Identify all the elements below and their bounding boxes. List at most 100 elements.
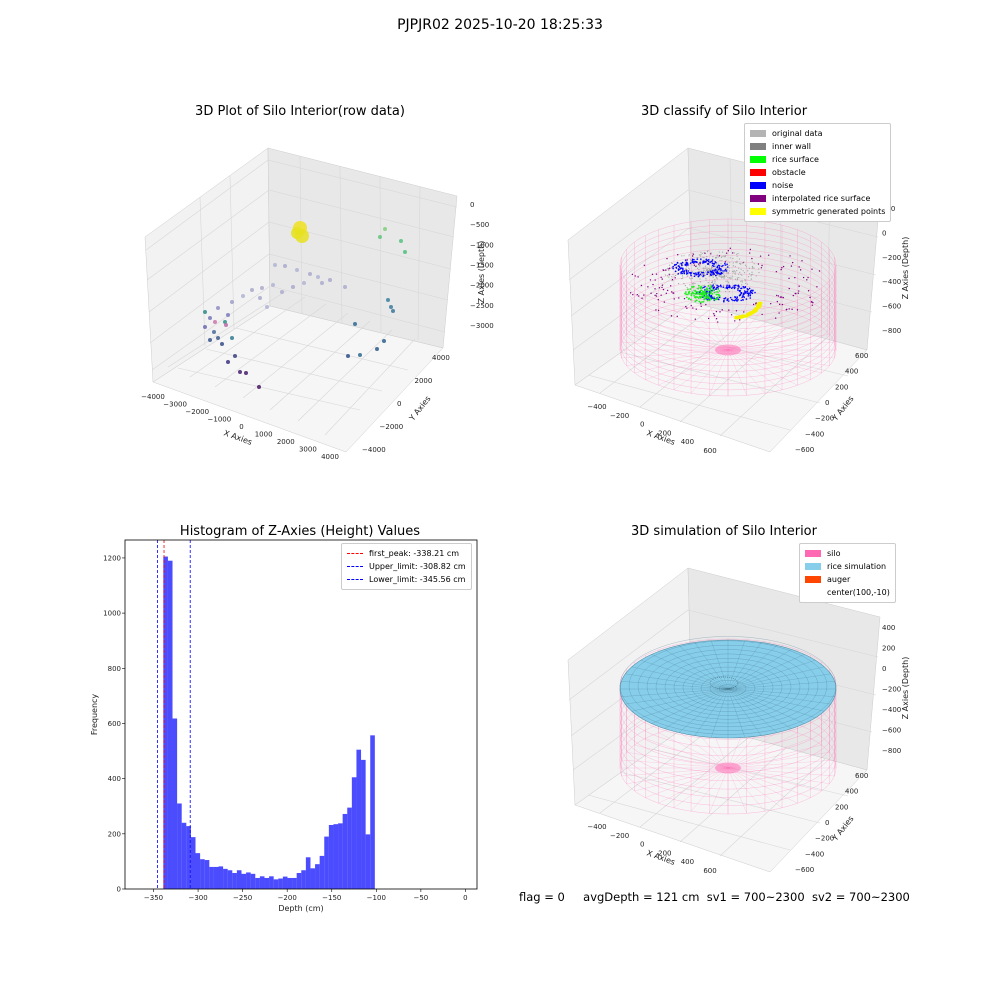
- rice-mesh-spoke: [727, 688, 835, 697]
- noise-point: [687, 270, 690, 272]
- original-data-point: [706, 256, 708, 258]
- noise-point: [691, 259, 694, 261]
- original-data-point: [731, 270, 734, 273]
- original-data-point: [728, 281, 730, 283]
- legend-swatch: [805, 550, 821, 557]
- interpolated-point: [641, 297, 643, 299]
- simulation-panel-title: 3D simulation of Silo Interior: [631, 524, 817, 539]
- interpolated-point: [730, 314, 733, 316]
- histogram-bar: [246, 872, 251, 889]
- original-data-point: [751, 265, 754, 268]
- sim-xticks: −400 −200 0 200 400 600: [587, 823, 716, 875]
- interpolated-point: [662, 269, 664, 271]
- interpolated-point: [717, 321, 719, 323]
- original-data-point: [738, 258, 741, 260]
- rice-surface-point: [694, 300, 697, 303]
- noise-point: [691, 260, 694, 263]
- original-data-point: [736, 262, 738, 264]
- original-data-point: [743, 261, 745, 263]
- raw-xticks-label: 1000: [255, 431, 273, 439]
- noise-point: [736, 296, 738, 299]
- interpolated-point: [778, 303, 781, 306]
- original-data-point: [751, 271, 753, 273]
- interpolated-point: [698, 263, 700, 265]
- rice-surface-point: [700, 293, 702, 295]
- noise-point: [704, 285, 706, 288]
- noise-point: [739, 290, 741, 292]
- rice-surface-point: [718, 290, 721, 292]
- noise-point: [737, 284, 740, 287]
- raw-zticks-label: −1000: [470, 241, 494, 249]
- legend-label: noise: [772, 181, 794, 190]
- original-data-point: [745, 282, 747, 285]
- silo-floor-spoke: [673, 349, 729, 390]
- interpolated-point: [713, 314, 716, 317]
- rice-mesh-spoke: [727, 649, 792, 690]
- simulation-zlabel: Z Axies (Depth): [901, 657, 910, 720]
- original-data-point: [742, 270, 744, 272]
- noise-point: [676, 261, 679, 264]
- noise-point: [681, 272, 683, 275]
- raw-data-point: [216, 306, 220, 310]
- original-data-point: [671, 262, 673, 264]
- original-data-point: [688, 277, 691, 279]
- rice-surface-point: [696, 296, 699, 299]
- classify-yticks-label: −400: [805, 430, 824, 438]
- histogram-bar: [195, 853, 201, 889]
- rice-surface-point: [699, 286, 702, 289]
- original-data-point: [691, 270, 693, 273]
- noise-point: [698, 274, 700, 277]
- noise-point: [734, 295, 736, 298]
- interpolated-point: [811, 304, 813, 306]
- original-data-point: [723, 271, 725, 274]
- original-data-point: [688, 267, 690, 269]
- original-data-point: [736, 255, 738, 257]
- original-data-point: [704, 284, 706, 286]
- rice-mesh-spoke: [727, 660, 816, 690]
- original-data-point: [733, 252, 736, 254]
- interpolated-point: [643, 294, 645, 296]
- original-data-point: [724, 276, 726, 278]
- rice-mesh-spoke: [727, 688, 792, 729]
- original-data-point: [666, 275, 669, 277]
- original-data-point: [716, 264, 718, 266]
- noise-point: [723, 297, 725, 300]
- classify-yticks-label: 600: [855, 352, 868, 360]
- rice-mesh-spoke: [651, 688, 729, 724]
- sim-yticks-label: 400: [845, 788, 858, 796]
- original-data-point: [712, 283, 715, 285]
- noise-point: [713, 269, 716, 272]
- raw-yticks-label: 4000: [432, 354, 450, 362]
- histogram-bar: [190, 837, 196, 889]
- noise-point: [677, 273, 680, 275]
- histogram-bar: [213, 866, 219, 889]
- sv2-text: sv2 = 700~2300: [811, 890, 910, 904]
- original-data-point: [717, 291, 720, 294]
- silo-floor-spoke: [727, 767, 830, 784]
- noise-point: [743, 290, 746, 292]
- rice-surface-point: [707, 284, 710, 287]
- silo-floor-spoke: [709, 304, 729, 351]
- classify-yticks: −600 −400 −200 0 200 400 600: [795, 352, 868, 454]
- noise-point: [681, 264, 683, 267]
- raw-xticks-label: 2000: [277, 438, 295, 446]
- original-data-point: [738, 267, 740, 269]
- noise-point: [684, 259, 687, 261]
- interpolated-point: [654, 279, 656, 281]
- raw-data-point: [403, 250, 407, 254]
- interpolated-point: [782, 296, 784, 299]
- original-data-point: [707, 282, 709, 284]
- interpolated-point: [798, 290, 800, 292]
- noise-point: [684, 263, 687, 266]
- histogram-bar: [342, 813, 348, 889]
- interpolated-point: [677, 254, 679, 256]
- noise-point: [722, 264, 724, 267]
- original-data-point: [726, 262, 728, 264]
- original-data-point: [699, 278, 701, 280]
- original-data-point: [741, 280, 743, 282]
- original-data-point: [707, 249, 709, 252]
- rice-surface-point: [713, 296, 716, 299]
- sim-xticks-label: 200: [658, 849, 671, 857]
- legend-item: obstacle: [750, 166, 885, 179]
- original-data-point: [705, 267, 707, 269]
